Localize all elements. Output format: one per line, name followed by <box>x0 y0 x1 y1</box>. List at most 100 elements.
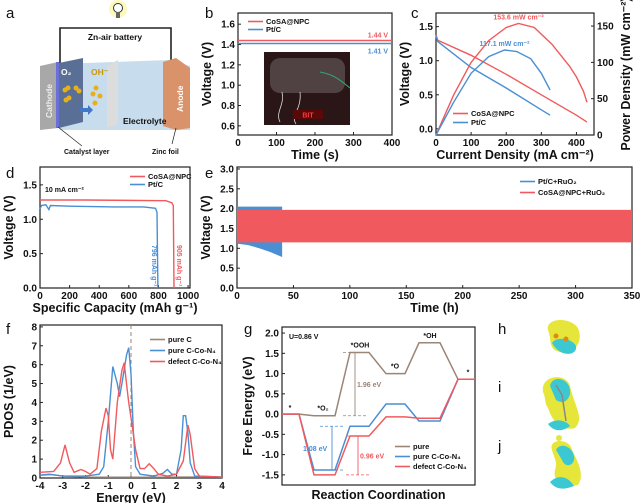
legend-label: Pt/C <box>471 118 487 127</box>
catalyst-pointer <box>57 126 83 147</box>
series-line-2 <box>435 22 588 136</box>
legend-label: pure <box>413 442 429 451</box>
cathode-slab <box>40 62 58 130</box>
annotation-1-41v: 1.41 V <box>368 49 389 56</box>
panel-h-structure <box>547 319 580 354</box>
energy-gap-label: 0.96 eV <box>360 453 384 460</box>
panel-letter-j: j <box>497 438 501 455</box>
panel-f-chart: -4 -3 -2 -1 0 1 2 3 4 0 1 2 3 4 5 6 7 8 Energy (eV) PDOS (1… <box>2 322 225 503</box>
led-photo-inset: BIT <box>264 52 351 125</box>
panel-letter-f: f <box>6 321 11 338</box>
y-tick-label: 1 <box>31 455 37 466</box>
x-tick-label: 200 <box>498 138 515 149</box>
catalyst-layer-label: Catalyst layer <box>64 149 110 156</box>
x-tick-label: 4 <box>219 481 225 492</box>
legend-label: defect C-Co-N₄ <box>168 357 222 366</box>
y-tick-label: 8 <box>31 322 37 333</box>
state-label: * <box>467 369 470 376</box>
y-tick-label: 1.5 <box>220 224 234 235</box>
annotation-1-44v: 1.44 V <box>368 32 389 39</box>
x-tick-label: 100 <box>268 138 285 149</box>
legend-label: CoSA@NPC <box>471 109 515 118</box>
y-tick-label: 0.5 <box>419 90 433 101</box>
annotation-796: 796 mAh g⁻¹ <box>150 245 157 287</box>
energy-path-2 <box>282 378 475 476</box>
annotation-peak-ptc: 117.1 mW cm⁻² <box>479 41 530 48</box>
wire <box>59 27 172 64</box>
x-tick-label: 0 <box>234 291 240 302</box>
legend-label: pure C-Co-N₄ <box>413 452 461 461</box>
y-tick-label: -1.5 <box>262 470 280 481</box>
y-axis-label: PDOS (1/eV) <box>2 365 16 438</box>
x-tick-label: 400 <box>91 291 108 302</box>
series-line-2 <box>39 362 223 478</box>
y-tick-label: 1.6 <box>221 20 235 31</box>
y-tick-label: 0.5 <box>220 264 234 275</box>
panel-letter-b: b <box>205 5 213 22</box>
y-tick-label: 1.5 <box>419 22 433 33</box>
state-label: *OOH <box>351 343 370 350</box>
panel-a-diagram: a Zn-air battery Cathode Anode O₂ OH⁻ El… <box>6 0 190 156</box>
panel-b-chart: 0 100 200 300 400 0.6 0.8 1.0 1.2 1.4 1.6 Time (s) V… <box>200 12 401 162</box>
y-tick-label: 2.0 <box>220 204 234 215</box>
x-tick-label: 150 <box>398 291 415 302</box>
gas-region <box>59 58 83 128</box>
led-display-text: BIT <box>302 113 314 120</box>
panel-letter-c: c <box>411 5 419 22</box>
y-tick-label: 1.0 <box>221 81 235 92</box>
legend-label: CoSA@NPC <box>266 17 310 26</box>
y-axis-label: Voltage (V) <box>200 42 214 106</box>
x-axis-label: Time (s) <box>291 148 339 162</box>
series-line-1 <box>435 35 551 116</box>
y-tick-label: 0.0 <box>419 124 433 135</box>
panel-letter-i: i <box>498 379 501 396</box>
plot-frame <box>39 166 191 289</box>
panel-letter-e: e <box>205 165 213 182</box>
arrow-right-icon <box>80 105 93 115</box>
panel-letter-g: g <box>244 321 252 338</box>
x-tick-label: 350 <box>624 291 640 302</box>
o2-label: O₂ <box>61 67 72 77</box>
state-label: *OH <box>423 333 436 340</box>
y-tick-label: 1.0 <box>220 244 234 255</box>
state-label: * <box>289 405 292 412</box>
panel-c-chart: 0 100 200 300 400 0.0 0.5 1.0 1.5 Current Density… <box>398 0 633 162</box>
x-tick-label: 800 <box>150 291 167 302</box>
y-tick-label: 0.0 <box>265 410 279 421</box>
legend-label: CoSA@NPC <box>148 172 192 181</box>
panel-letter-h: h <box>498 321 506 338</box>
x-tick-label: -3 <box>58 481 67 492</box>
x-tick-label: 2 <box>174 481 180 492</box>
x-tick-label: 1000 <box>177 291 200 302</box>
battery-title: Zn-air battery <box>88 32 143 42</box>
y-axis-label: Voltage (V) <box>199 195 213 259</box>
electrolyte-label: Electrolyte <box>123 116 167 126</box>
cathode-label: Cathode <box>44 84 54 118</box>
y-tick-label: 1.5 <box>265 349 279 360</box>
x-tick-label: 50 <box>288 291 300 302</box>
x-axis-label: Time (h) <box>410 301 458 315</box>
x-axis-label: Specific Capacity (mAh g⁻¹) <box>33 301 198 315</box>
panel-j-structure <box>550 435 581 489</box>
annotation-potential: U=0.86 V <box>289 334 319 341</box>
y-tick-label: 0.6 <box>221 121 235 132</box>
annotation-905: 905 mAh g⁻¹ <box>175 245 182 287</box>
x-tick-label: 0 <box>433 138 439 149</box>
y-tick-label: 2 <box>31 436 37 447</box>
legend-label: Pt/C+RuO₂ <box>538 177 577 186</box>
legend-label: defect C-Co-N₄ <box>413 462 467 471</box>
legend-label: CoSA@NPC+RuO₂ <box>538 188 605 197</box>
o2-molecules <box>62 85 82 103</box>
separator <box>107 60 118 128</box>
y-tick-label: 1.5 <box>23 180 37 191</box>
zinc-pointer <box>171 127 177 145</box>
energy-path-0 <box>282 342 475 417</box>
y-tick-label: 1.0 <box>265 369 279 380</box>
x-tick-label: 1 <box>151 481 157 492</box>
y-tick-label: 1.0 <box>23 215 37 226</box>
y-tick-label: 0.0 <box>23 284 37 295</box>
annotation-current-density: 10 mA cm⁻² <box>45 187 85 194</box>
y-axis-label: Voltage (V) <box>2 195 16 259</box>
x-tick-label: -4 <box>36 481 45 492</box>
